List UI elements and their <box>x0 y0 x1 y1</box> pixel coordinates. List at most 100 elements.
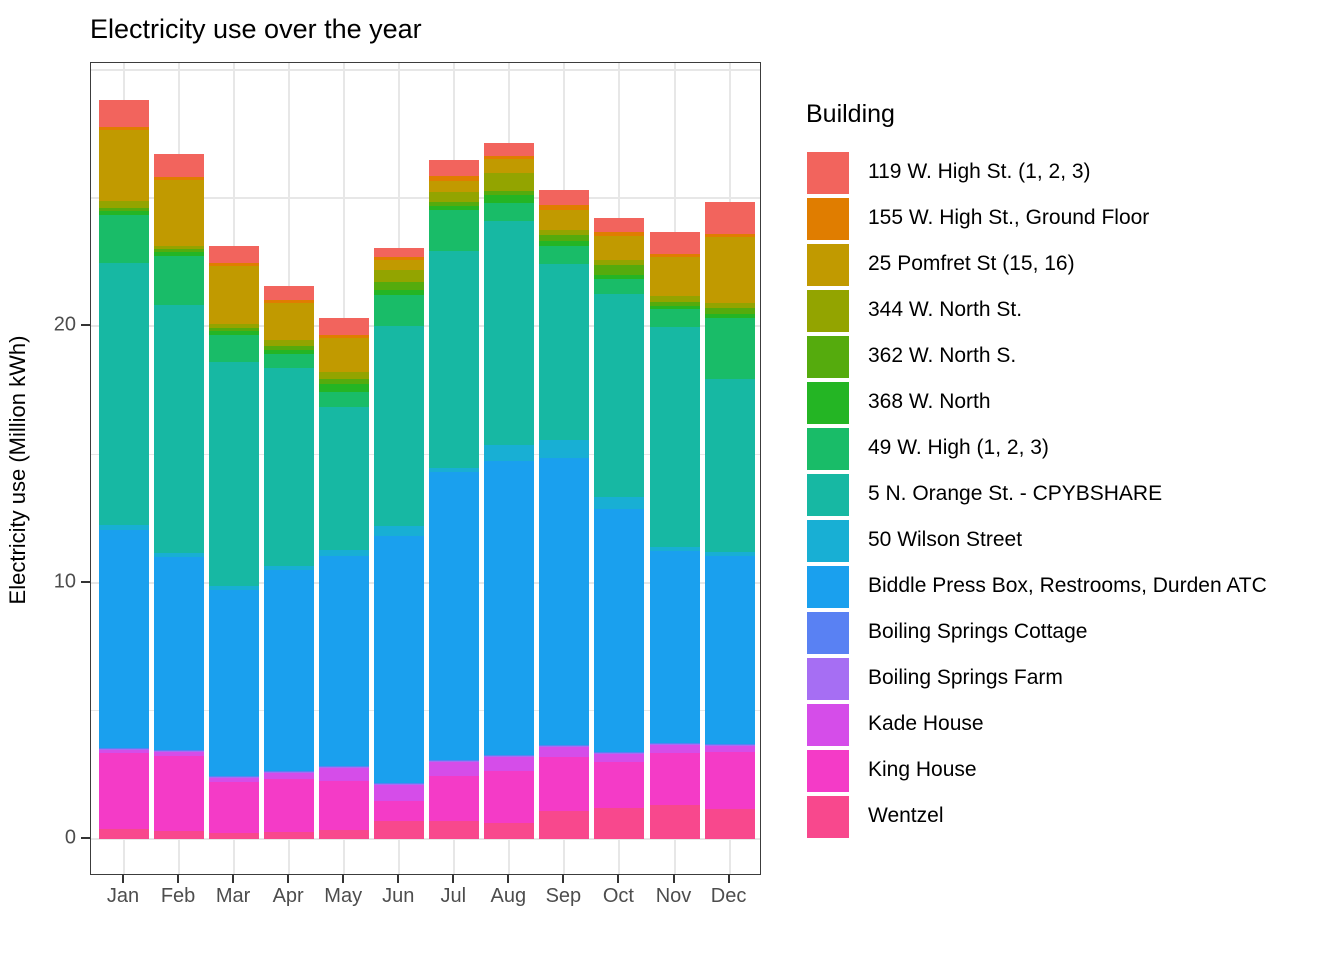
legend-swatch <box>807 520 849 562</box>
x-tick-mark <box>397 875 400 883</box>
y-tick-mark <box>81 837 90 839</box>
bar-segment <box>704 302 755 309</box>
bar-segment <box>209 324 260 329</box>
x-tick-label: Sep <box>545 885 582 907</box>
bar-segment <box>264 340 315 346</box>
bar-segment <box>484 143 535 157</box>
bar-segment <box>429 201 480 206</box>
bar-segment <box>264 303 315 341</box>
bar-segment <box>594 274 645 279</box>
bar-segment <box>704 237 755 303</box>
bar-segment <box>154 176 205 181</box>
x-tick-label: Mar <box>215 885 251 907</box>
bar-segment <box>264 779 315 833</box>
bar-segment <box>154 751 205 756</box>
y-tick-label: 20 <box>53 313 76 336</box>
bar-segment <box>704 751 755 809</box>
y-axis-title: Electricity use (Million kWh) <box>5 335 30 605</box>
bar-segment <box>99 748 149 750</box>
bar-segment <box>99 207 149 211</box>
bar-segment <box>649 743 700 745</box>
bar-segment <box>649 232 700 255</box>
bar-segment <box>484 156 535 160</box>
x-tick-mark <box>672 875 675 883</box>
bar-segment <box>209 778 260 783</box>
bar-segment <box>704 556 755 745</box>
plot-panel <box>90 62 761 875</box>
bar-segment <box>704 745 755 746</box>
bar-segment <box>594 807 645 839</box>
bar-segment <box>649 254 700 258</box>
bar-segment <box>484 754 535 756</box>
x-tick-label: Jun <box>382 885 415 907</box>
bar-segment <box>649 744 700 745</box>
bar-segment <box>594 752 645 754</box>
bar-segment <box>484 191 535 196</box>
legend-entry: 155 W. High St., Ground Floor <box>806 195 1149 241</box>
legend-entry: Biddle Press Box, Restrooms, Durden ATC <box>806 563 1267 609</box>
h-gridline <box>91 197 760 199</box>
legend-swatch <box>807 152 849 194</box>
bar-segment <box>649 744 700 753</box>
bar-segment <box>649 546 700 551</box>
bar-segment <box>209 331 260 336</box>
x-tick-mark <box>617 875 620 883</box>
bar-segment <box>99 530 149 748</box>
legend-label: King House <box>868 758 977 781</box>
bar-segment <box>374 257 425 261</box>
bar-segment <box>154 153 205 177</box>
bar-segment <box>374 782 425 784</box>
x-tick-mark <box>507 875 510 883</box>
x-tick-label: May <box>324 885 363 907</box>
bar-segment <box>539 746 590 747</box>
bar-segment <box>539 263 590 440</box>
bar-segment <box>429 761 480 776</box>
x-tick-mark <box>562 875 565 883</box>
bar-segment <box>429 250 480 468</box>
bar-segment <box>209 262 260 266</box>
bar-segment <box>429 180 480 192</box>
legend-title: Building <box>806 100 895 128</box>
legend-label: 50 Wilson Street <box>868 528 1023 551</box>
y-tick-label: 0 <box>64 826 76 849</box>
x-tick-label: Feb <box>160 885 196 907</box>
legend-label: Boiling Springs Cottage <box>868 620 1088 643</box>
bar-segment <box>154 180 205 247</box>
legend-label: 49 W. High (1, 2, 3) <box>868 436 1049 459</box>
legend-entry: 344 W. North St. <box>806 287 1022 333</box>
h-gridline <box>91 709 760 712</box>
bar-segment <box>209 328 260 332</box>
legend-swatch <box>807 474 849 516</box>
x-tick-mark <box>177 875 180 883</box>
x-tick-label: Nov <box>655 885 692 907</box>
bar-segment <box>484 159 535 174</box>
bar-segment <box>209 777 260 778</box>
bar-segment <box>484 822 535 839</box>
bar-segment <box>649 301 700 306</box>
bar-segment <box>99 525 149 531</box>
bar-segment <box>264 771 315 773</box>
bar-segment <box>429 761 480 762</box>
x-tick-label: Jul <box>440 885 467 907</box>
bar-segment <box>649 752 700 805</box>
bar-segment <box>704 313 755 318</box>
legend-label: 344 W. North St. <box>868 298 1023 321</box>
bar-segment <box>99 752 149 829</box>
legend-swatch <box>807 704 849 746</box>
bar-segment <box>319 337 370 372</box>
bar-segment <box>374 282 425 291</box>
bar-segment <box>99 214 149 264</box>
legend-entry: 25 Pomfret St (15, 16) <box>806 241 1075 287</box>
x-tick-label: Apr <box>272 885 304 907</box>
legend-swatch <box>807 750 849 792</box>
bar-segment <box>154 831 205 839</box>
legend-entry: Kade House <box>806 701 984 747</box>
x-tick-label: Aug <box>490 885 527 907</box>
legend-entry: 50 Wilson Street <box>806 517 1022 563</box>
bar-segment <box>649 305 700 309</box>
bar-segment <box>264 832 315 839</box>
legend-swatch <box>807 198 849 240</box>
bar-segment <box>429 209 480 251</box>
bar-segment <box>594 761 645 808</box>
bar-segment <box>429 205 480 210</box>
